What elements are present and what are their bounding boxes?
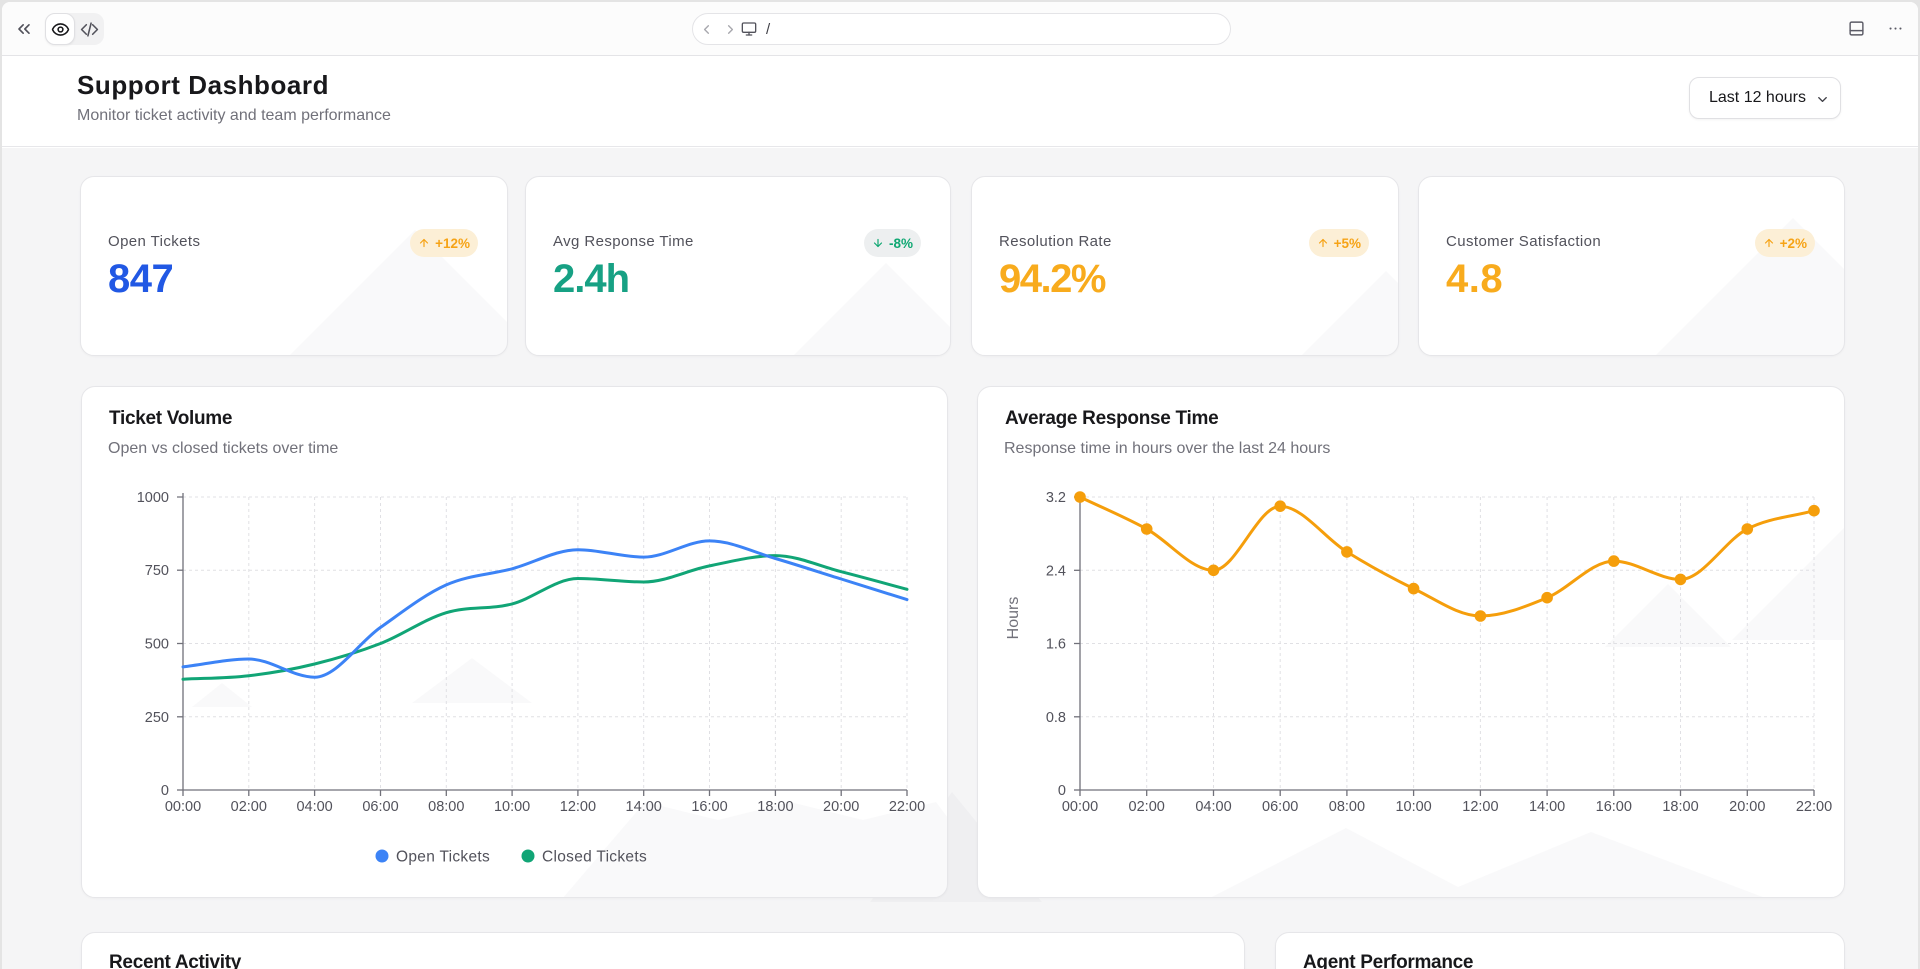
svg-text:06:00: 06:00	[362, 799, 398, 815]
svg-text:10:00: 10:00	[1395, 799, 1431, 815]
svg-text:2.4: 2.4	[1046, 563, 1066, 579]
svg-text:0: 0	[161, 783, 169, 799]
svg-text:00:00: 00:00	[1062, 799, 1098, 815]
svg-text:0.8: 0.8	[1046, 710, 1066, 726]
svg-text:750: 750	[145, 563, 169, 579]
svg-text:1000: 1000	[137, 490, 169, 506]
svg-text:22:00: 22:00	[889, 799, 925, 815]
svg-text:18:00: 18:00	[1662, 799, 1698, 815]
svg-text:0: 0	[1058, 783, 1066, 799]
svg-text:08:00: 08:00	[428, 799, 464, 815]
svg-text:16:00: 16:00	[1596, 799, 1632, 815]
svg-text:20:00: 20:00	[823, 799, 859, 815]
svg-text:10:00: 10:00	[494, 799, 530, 815]
svg-text:Hours: Hours	[1005, 597, 1022, 640]
svg-text:14:00: 14:00	[626, 799, 662, 815]
svg-text:18:00: 18:00	[757, 799, 793, 815]
svg-text:02:00: 02:00	[1129, 799, 1165, 815]
svg-text:04:00: 04:00	[1195, 799, 1231, 815]
svg-text:00:00: 00:00	[165, 799, 201, 815]
svg-text:20:00: 20:00	[1729, 799, 1765, 815]
svg-text:500: 500	[145, 637, 169, 653]
svg-text:06:00: 06:00	[1262, 799, 1298, 815]
svg-text:08:00: 08:00	[1329, 799, 1365, 815]
svg-text:12:00: 12:00	[560, 799, 596, 815]
svg-text:Open Tickets: Open Tickets	[396, 849, 490, 866]
svg-text:22:00: 22:00	[1796, 799, 1832, 815]
svg-text:12:00: 12:00	[1462, 799, 1498, 815]
svg-text:04:00: 04:00	[296, 799, 332, 815]
svg-text:Closed Tickets: Closed Tickets	[542, 849, 647, 866]
svg-text:250: 250	[145, 710, 169, 726]
svg-text:16:00: 16:00	[691, 799, 727, 815]
svg-text:3.2: 3.2	[1046, 490, 1066, 506]
svg-text:1.6: 1.6	[1046, 637, 1066, 653]
svg-text:02:00: 02:00	[231, 799, 267, 815]
svg-text:14:00: 14:00	[1529, 799, 1565, 815]
